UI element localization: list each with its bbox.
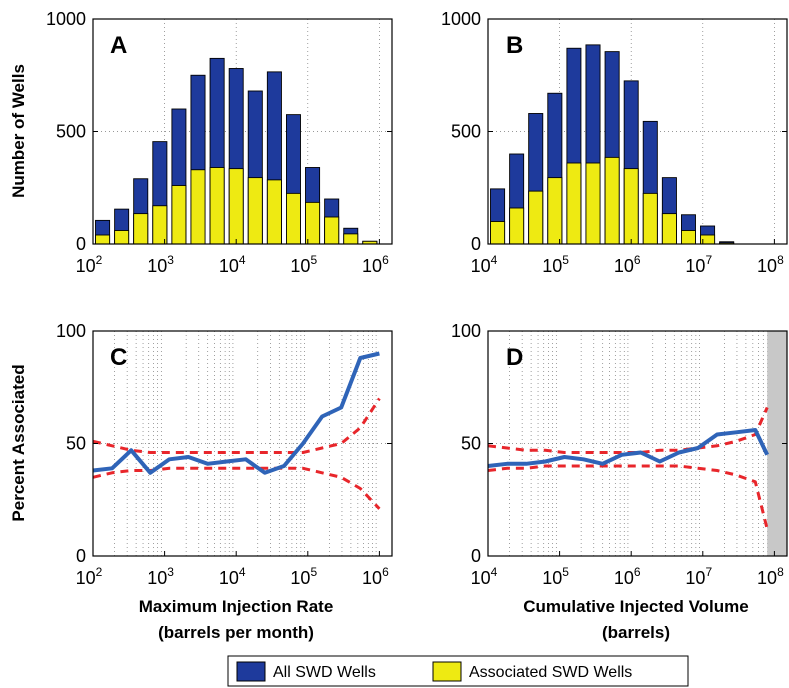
x-tick-label: 102 bbox=[76, 565, 103, 588]
y-tick-label: 50 bbox=[66, 434, 86, 454]
bar-associated-swd-wells bbox=[623, 168, 639, 245]
y-tick-label: 1000 bbox=[441, 9, 481, 29]
bar-associated-swd-wells bbox=[343, 233, 359, 245]
bar-associated-swd-wells bbox=[171, 185, 187, 245]
panel-a-bars bbox=[93, 19, 392, 245]
legend-swatch-all bbox=[236, 661, 266, 682]
legend-label-associated: Associated SWD Wells bbox=[469, 664, 632, 681]
x-tick-label: 105 bbox=[290, 565, 317, 588]
bar-associated-swd-wells bbox=[190, 169, 206, 245]
line-lower-bound bbox=[92, 466, 381, 510]
panel-d: 104 105 106 107 108 0 50 100 D bbox=[451, 321, 788, 588]
x-tick-label: 106 bbox=[614, 565, 641, 588]
x-tick-label: 107 bbox=[685, 565, 712, 588]
y-tick-label: 0 bbox=[471, 546, 481, 566]
x-tick-label: 105 bbox=[290, 253, 317, 276]
panel-a: 102 103 104 105 106 0 500 1000 A bbox=[46, 9, 393, 276]
shaded-region bbox=[767, 331, 787, 556]
legend-swatch-associated bbox=[432, 661, 462, 682]
panel-a-letter: A bbox=[110, 32, 127, 59]
bar-associated-swd-wells bbox=[247, 177, 263, 245]
y-tick-label: 100 bbox=[451, 321, 481, 341]
legend: All SWD Wells Associated SWD Wells bbox=[227, 655, 689, 687]
bar-associated-swd-wells bbox=[324, 216, 340, 245]
x-tick-label: 106 bbox=[362, 253, 389, 276]
bar-associated-swd-wells bbox=[585, 162, 601, 245]
x-tick-label: 106 bbox=[614, 253, 641, 276]
y-axis-label-top: Number of Wells bbox=[9, 64, 28, 198]
bar-associated-swd-wells bbox=[228, 168, 244, 245]
panel-c-letter: C bbox=[110, 344, 127, 371]
x-tick-label: 104 bbox=[471, 253, 498, 276]
bar-associated-swd-wells bbox=[490, 221, 506, 245]
x-axis-label-c-line1: Maximum Injection Rate bbox=[139, 597, 334, 616]
x-tick-label: 104 bbox=[471, 565, 498, 588]
line-percent-associated bbox=[487, 428, 770, 468]
x-tick-label: 106 bbox=[362, 565, 389, 588]
y-tick-label: 500 bbox=[451, 122, 481, 142]
bar-associated-swd-wells bbox=[305, 201, 321, 245]
y-axis-label-bottom: Percent Associated bbox=[9, 364, 28, 521]
x-tick-label: 104 bbox=[219, 565, 246, 588]
x-axis-label-c-line2: (barrels per month) bbox=[158, 623, 314, 642]
x-tick-label: 105 bbox=[542, 253, 569, 276]
bar-associated-swd-wells bbox=[566, 162, 582, 245]
bar-associated-swd-wells bbox=[547, 177, 563, 245]
x-tick-label: 103 bbox=[147, 253, 174, 276]
y-tick-label: 500 bbox=[56, 122, 86, 142]
x-tick-label: 103 bbox=[147, 565, 174, 588]
y-tick-label: 100 bbox=[56, 321, 86, 341]
panel-b-ticks: 104 105 106 107 108 0 500 1000 bbox=[441, 9, 787, 276]
bar-associated-swd-wells bbox=[266, 179, 282, 245]
x-tick-label: 105 bbox=[542, 565, 569, 588]
bar-associated-swd-wells bbox=[528, 190, 544, 245]
y-tick-label: 0 bbox=[471, 234, 481, 254]
panel-c-ticks: 102 103 104 105 106 0 50 100 bbox=[56, 321, 392, 588]
panel-b: 104 105 106 107 108 0 500 1000 B bbox=[441, 9, 788, 276]
legend-label-all: All SWD Wells bbox=[273, 664, 376, 681]
panel-b-bars bbox=[488, 19, 787, 245]
bar-associated-swd-wells bbox=[114, 230, 130, 245]
x-tick-label: 107 bbox=[685, 253, 712, 276]
y-tick-label: 1000 bbox=[46, 9, 86, 29]
y-tick-label: 50 bbox=[461, 434, 481, 454]
line-percent-associated bbox=[92, 351, 380, 475]
y-tick-label: 0 bbox=[76, 234, 86, 254]
bar-associated-swd-wells bbox=[604, 156, 620, 245]
bar-associated-swd-wells bbox=[509, 207, 525, 245]
bar-associated-swd-wells bbox=[152, 205, 168, 245]
panel-c: 102 103 104 105 106 0 50 100 C bbox=[56, 321, 393, 588]
x-tick-label: 104 bbox=[219, 253, 246, 276]
line-upper-bound bbox=[487, 406, 769, 454]
panel-d-letter: D bbox=[506, 344, 523, 371]
bar-associated-swd-wells bbox=[209, 167, 225, 245]
bar-associated-swd-wells bbox=[133, 213, 149, 245]
bar-associated-swd-wells bbox=[95, 234, 111, 245]
panel-c-lines bbox=[92, 331, 392, 556]
bar-associated-swd-wells bbox=[642, 192, 658, 245]
x-axis-label-d-line1: Cumulative Injected Volume bbox=[523, 597, 748, 616]
x-tick-label: 102 bbox=[76, 253, 103, 276]
x-axis-label-d-line2: (barrels) bbox=[602, 623, 670, 642]
bar-associated-swd-wells bbox=[681, 230, 696, 245]
x-tick-label: 108 bbox=[757, 565, 784, 588]
x-tick-label: 108 bbox=[757, 253, 784, 276]
y-tick-label: 0 bbox=[76, 546, 86, 566]
line-lower-bound bbox=[487, 464, 769, 530]
line-upper-bound bbox=[92, 397, 381, 454]
panel-b-letter: B bbox=[506, 32, 523, 59]
bar-associated-swd-wells bbox=[286, 192, 301, 245]
panel-d-lines bbox=[487, 331, 787, 556]
bar-associated-swd-wells bbox=[661, 213, 677, 245]
